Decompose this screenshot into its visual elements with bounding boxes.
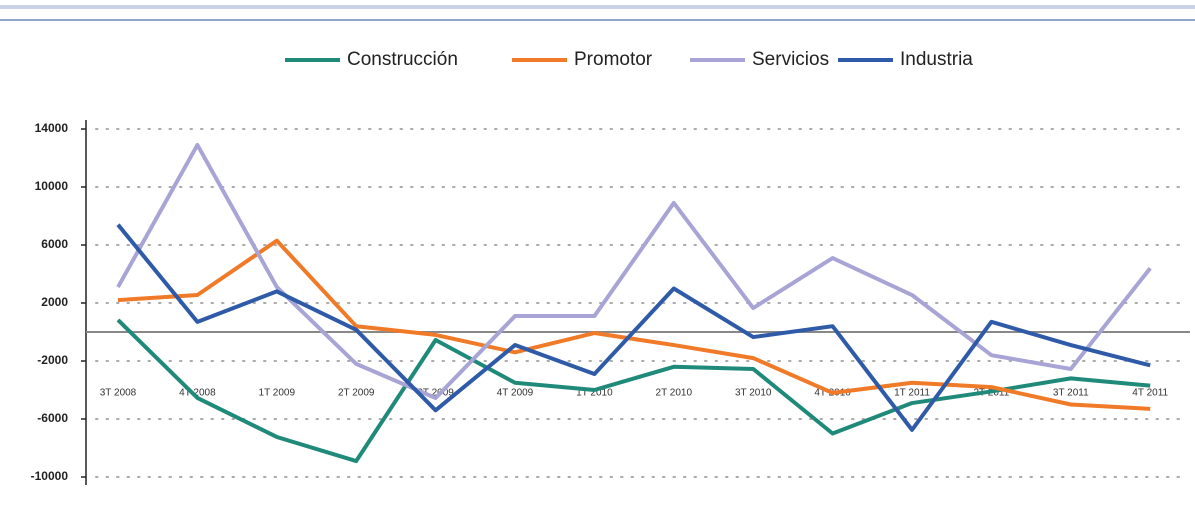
legend-label: Promotor <box>574 49 653 70</box>
x-tick-label: 2T 2009 <box>338 388 375 399</box>
series-line <box>117 238 1151 411</box>
series-line <box>116 318 1151 464</box>
x-tick-label: 2T 2010 <box>656 388 693 399</box>
x-tick-label: 4T 2009 <box>497 388 534 399</box>
y-tick-label: 6000 <box>41 237 68 251</box>
legend-label: Industria <box>900 49 973 70</box>
x-tick-label: 3T 2010 <box>735 388 772 399</box>
y-tick-label: 14000 <box>35 121 69 135</box>
y-tick-label: -10000 <box>31 469 69 483</box>
series-line <box>116 223 1151 432</box>
x-tick-label: 3T 2009 <box>417 388 454 399</box>
legend-label: Construcción <box>347 49 458 70</box>
x-tick-label: 3T 2011 <box>1053 388 1089 399</box>
x-tick-label: 3T 2008 <box>100 388 137 399</box>
x-tick-label: 1T 2011 <box>894 388 930 399</box>
x-tick-label: 1T 2009 <box>259 388 296 399</box>
y-tick-label: -6000 <box>37 411 68 425</box>
x-tick-label: 4T 2011 <box>1132 388 1168 399</box>
x-tick-label: 4T 2008 <box>179 388 216 399</box>
x-tick-label: 1T 2010 <box>576 388 613 399</box>
y-tick-label: 2000 <box>41 295 68 309</box>
y-tick-label: -2000 <box>37 353 68 367</box>
y-tick-label: 10000 <box>35 179 69 193</box>
legend-label: Servicios <box>752 49 829 70</box>
